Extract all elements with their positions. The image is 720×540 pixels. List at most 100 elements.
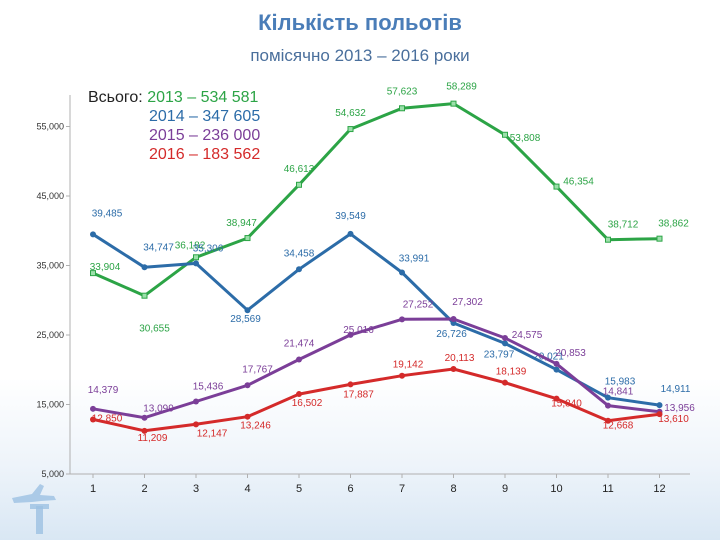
data-label: 15,436 [193, 381, 224, 392]
x-tick-label: 2 [141, 483, 147, 495]
data-label: 38,862 [658, 219, 689, 230]
totals-box: Всього: 2013 – 534 581 2014 – 347 605 20… [88, 88, 260, 164]
data-point [399, 269, 405, 276]
data-point [502, 379, 508, 386]
data-label: 35,306 [193, 243, 224, 254]
totals-2013: 2013 – 534 581 [147, 89, 259, 106]
data-point [605, 236, 611, 243]
data-point [193, 260, 199, 267]
data-point [553, 360, 560, 367]
data-point [193, 398, 199, 405]
data-point [90, 416, 96, 423]
data-label: 17,887 [343, 389, 374, 400]
series-2016: 12,850 11,209 12,147 13,246 16,502 17,887 19,1… [90, 353, 689, 444]
series-line [92, 317, 660, 420]
data-label: 30,655 [139, 324, 170, 335]
data-point [141, 292, 148, 299]
data-point [553, 395, 560, 402]
data-point [502, 334, 508, 341]
data-point [141, 427, 148, 434]
data-label: 33,991 [399, 254, 430, 265]
data-label: 11,209 [138, 433, 168, 444]
data-point [605, 402, 611, 409]
data-label: 27,302 [452, 297, 483, 308]
y-tick-label: 25,000 [36, 330, 64, 340]
data-point [450, 365, 457, 372]
series-2014: 39,485 34,747 35,306 28,569 34,458 39,549 33,9… [90, 208, 691, 409]
data-label: 16,502 [292, 398, 323, 409]
totals-row-2014: 2014 – 347 605 [88, 107, 260, 126]
series-line [92, 367, 660, 433]
data-point [141, 264, 148, 271]
data-point [502, 131, 508, 138]
chart-subtitle: помісячно 2013 – 2016 роки [250, 46, 470, 65]
x-tick-label: 4 [244, 483, 250, 495]
data-point [656, 235, 663, 242]
data-label: 34,458 [284, 248, 315, 259]
data-label: 18,139 [496, 367, 527, 378]
data-point [656, 411, 663, 418]
y-tick-label: 5,000 [41, 469, 64, 479]
data-label: 21,474 [284, 339, 315, 350]
data-label: 20,021 [533, 352, 564, 363]
data-point [450, 100, 457, 107]
data-label: 46,613 [284, 164, 315, 175]
data-point [399, 105, 405, 112]
x-tick-label: 9 [502, 483, 508, 495]
data-label: 46,354 [563, 177, 594, 188]
data-label: 27,252 [403, 299, 434, 310]
data-point [90, 405, 96, 412]
data-point [605, 417, 611, 424]
x-tick-label: 7 [399, 483, 405, 495]
data-label: 57,623 [387, 86, 418, 97]
data-point [347, 230, 354, 237]
data-label: 33,904 [90, 262, 121, 273]
x-tick-label: 10 [550, 483, 562, 495]
data-label: 14,911 [661, 384, 691, 395]
data-point [193, 254, 199, 261]
data-point [553, 183, 560, 190]
chart-title: Кількість польотів [258, 10, 462, 35]
totals-row-2016: 2016 – 183 562 [88, 145, 260, 164]
data-label: 15,983 [605, 377, 636, 388]
data-point [399, 316, 405, 323]
data-label: 20,853 [555, 348, 586, 359]
y-tick-label: 45,000 [36, 191, 64, 201]
data-label: 14,841 [603, 387, 634, 398]
data-label: 39,485 [92, 208, 123, 219]
y-tick-label: 55,000 [36, 122, 64, 132]
data-point [193, 421, 199, 428]
x-tick-label: 1 [90, 483, 96, 495]
totals-lead: Всього: [88, 89, 143, 106]
totals-row-2013: Всього: 2013 – 534 581 [88, 88, 260, 107]
data-label: 13,246 [240, 421, 271, 432]
totals-2014: 2014 – 347 605 [149, 108, 261, 125]
data-point [553, 366, 560, 373]
data-label: 39,549 [335, 211, 366, 222]
data-label: 17,767 [242, 364, 273, 375]
data-label: 54,632 [335, 108, 366, 119]
data-point [605, 394, 611, 401]
x-tick-label: 8 [450, 483, 456, 495]
data-label: 15,840 [551, 399, 582, 410]
data-point [347, 331, 354, 338]
data-point [502, 340, 508, 347]
y-tick-label: 35,000 [36, 261, 64, 271]
data-label: 38,712 [608, 220, 639, 231]
series-line [92, 232, 660, 407]
data-point [399, 372, 405, 379]
data-point [244, 413, 251, 420]
x-tick-label: 6 [347, 483, 353, 495]
y-tick-label: 15,000 [36, 400, 64, 410]
data-label: 12,850 [92, 413, 123, 424]
totals-row-2015: 2015 – 236 000 [88, 126, 260, 145]
x-tick-label: 3 [193, 483, 199, 495]
data-label: 36,182 [175, 240, 206, 251]
data-label: 13,610 [658, 414, 689, 425]
data-label: 58,289 [446, 82, 477, 93]
data-label: 12,668 [603, 421, 634, 432]
data-label: 28,569 [230, 314, 261, 325]
data-point [244, 382, 251, 389]
data-label: 19,142 [393, 360, 424, 371]
